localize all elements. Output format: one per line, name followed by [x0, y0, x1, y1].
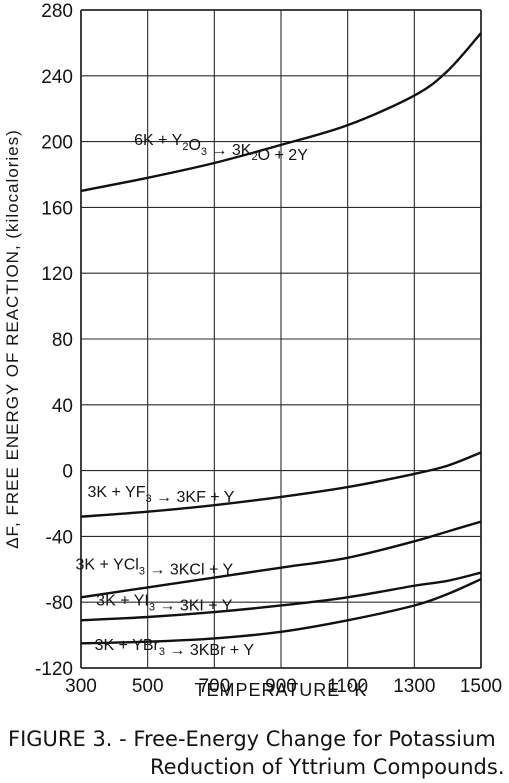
y-tick-label: 120 — [41, 264, 73, 285]
series-line — [80, 520, 482, 599]
reaction-label: 6K + Y2O3 → 3K2O + 2Y — [134, 132, 308, 164]
y-tick-label: 240 — [41, 67, 73, 88]
series-line — [80, 578, 482, 645]
series-line — [80, 571, 482, 622]
x-tick-label: 500 — [132, 676, 164, 697]
svg-text:3K + YI3 → 3KI + Y: 3K + YI3 → 3KI + Y — [96, 592, 233, 614]
y-tick-label: 80 — [52, 330, 73, 351]
x-axis-label: TEMPERATURE °K — [195, 680, 368, 700]
y-tick-label: 200 — [41, 133, 73, 154]
grid — [80, 9, 482, 669]
y-axis-label: ΔF, FREE ENERGY OF REACTION, (kilocalori… — [3, 129, 22, 549]
y-tick-label: 0 — [62, 462, 73, 483]
x-tick-label: 700 — [198, 676, 230, 697]
y-tick-label: 40 — [52, 396, 73, 417]
x-tick-label: 1100 — [327, 676, 368, 697]
svg-text:3K + YF3 → 3KF + Y: 3K + YF3 → 3KF + Y — [88, 484, 235, 506]
series-line — [80, 32, 482, 193]
series-lines — [80, 32, 482, 645]
svg-text:6K + Y2O3 → 3K2O + 2Y: 6K + Y2O3 → 3K2O + 2Y — [134, 132, 308, 164]
y-tick-label: -80 — [46, 593, 73, 614]
y-tick-label: 280 — [41, 1, 73, 22]
reaction-label: 3K + YF3 → 3KF + Y — [88, 484, 235, 506]
x-tick-label: 1500 — [460, 676, 502, 697]
y-tick-label: -40 — [46, 527, 73, 548]
reaction-label: 3K + YCl3 → 3KCl + Y — [76, 556, 234, 578]
free-energy-chart: 280 240 200 160 120 80 40 0 -40 -80 -120 300 500 700… — [3, 1, 502, 700]
figure-caption-line-1: FIGURE 3. - Free-Energy Change for Potas… — [8, 727, 496, 751]
line-labels: 6K + Y2O3 → 3K2O + 2Y 3K + YF3 → 3KF + Y 3… — [76, 132, 309, 659]
series-line — [80, 451, 482, 518]
y-tick-labels: 280 240 200 160 120 80 40 0 -40 -80 -120 — [35, 1, 73, 680]
x-tick-label: 1300 — [393, 676, 435, 697]
svg-text:3K + YCl3 → 3KCl + Y: 3K + YCl3 → 3KCl + Y — [76, 556, 234, 578]
y-tick-label: 160 — [41, 198, 73, 219]
reaction-label: 3K + YBr3 → 3KBr + Y — [95, 637, 255, 659]
y-tick-label: -120 — [35, 659, 73, 680]
x-tick-label: 900 — [265, 676, 297, 697]
svg-text:3K + YBr3 → 3KBr + Y: 3K + YBr3 → 3KBr + Y — [95, 637, 255, 659]
x-tick-labels: 300 500 700 900 1100 1300 1500 — [65, 676, 502, 697]
reaction-label: 3K + YI3 → 3KI + Y — [96, 592, 233, 614]
x-tick-label: 300 — [65, 676, 97, 697]
figure-caption-line-2: Reduction of Yttrium Compounds. — [150, 755, 505, 779]
